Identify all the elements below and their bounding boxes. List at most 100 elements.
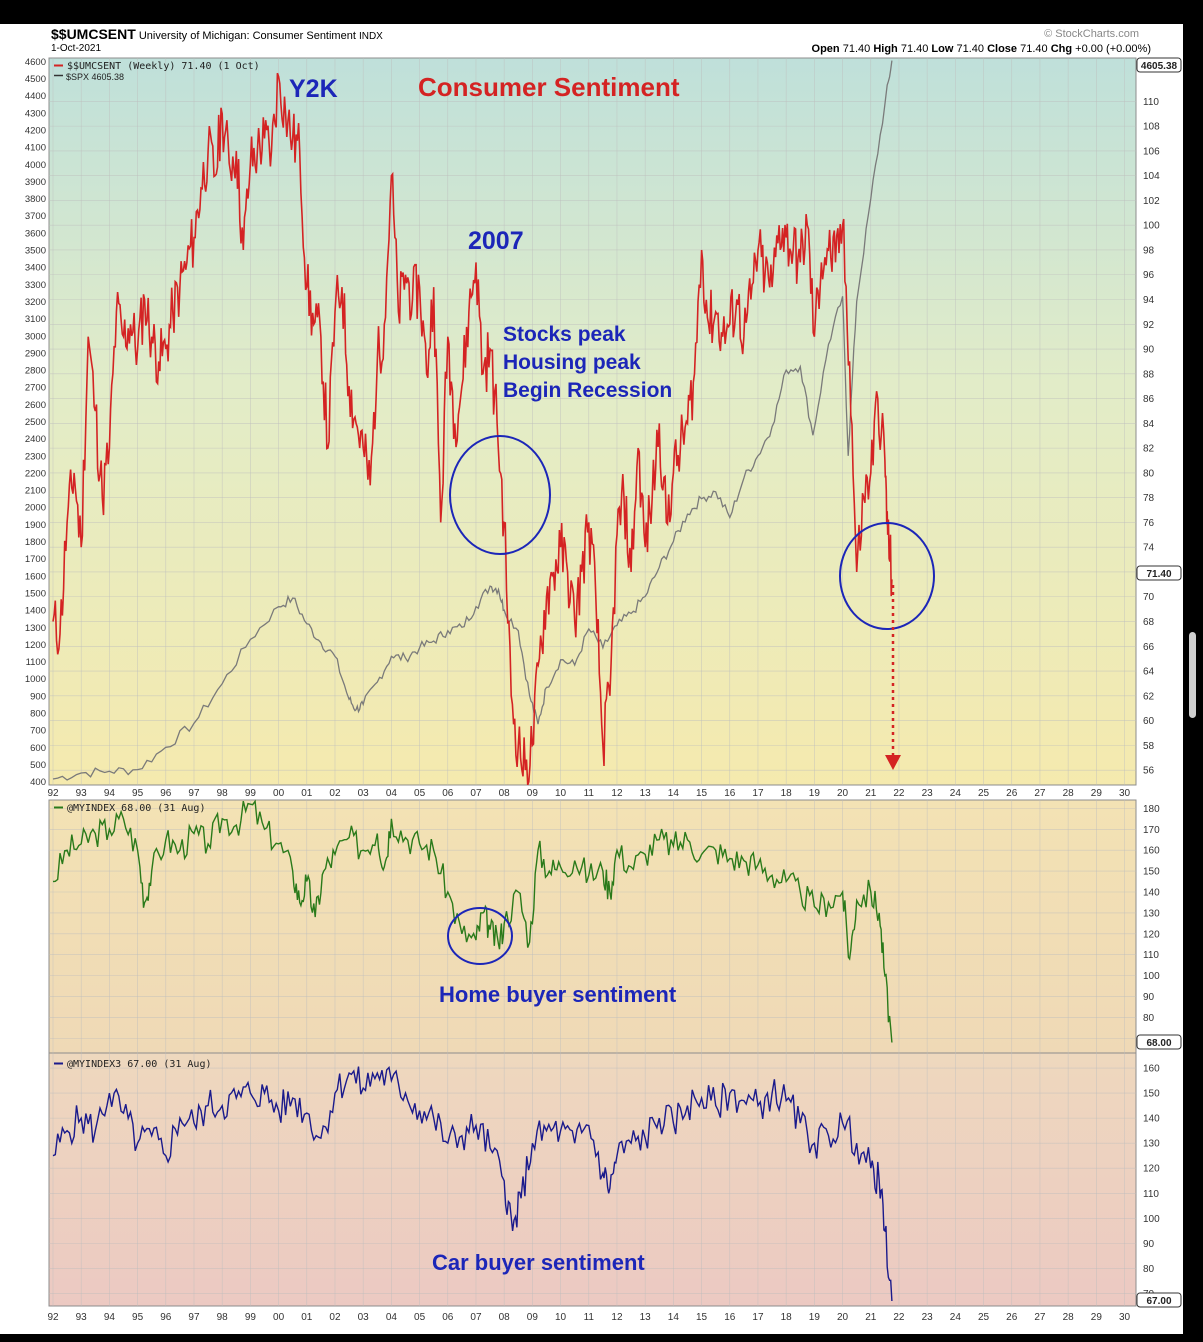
y-right-tick-label: 100	[1143, 221, 1160, 232]
y-left-tick-label: 1500	[25, 588, 46, 599]
x-tick-label-main: 11	[584, 788, 595, 799]
y-left-tick-label: 3900	[25, 177, 46, 188]
x-tick-label-main: 05	[414, 788, 426, 799]
y-left-tick-label: 3100	[25, 314, 46, 325]
y-right-tick-label: 80	[1143, 468, 1155, 479]
x-tick-label-bottom: 17	[752, 1312, 764, 1323]
y-right-tick-label: 66	[1143, 642, 1155, 653]
high-value: 71.40	[900, 43, 929, 55]
x-tick-label-bottom: 92	[47, 1312, 59, 1323]
x-tick-label-main: 24	[950, 788, 962, 799]
x-tick-label-bottom: 10	[555, 1312, 567, 1323]
x-tick-label-main: 08	[499, 788, 511, 799]
x-tick-label-bottom: 21	[865, 1312, 877, 1323]
x-tick-label-bottom: 19	[809, 1312, 821, 1323]
x-tick-label-bottom: 00	[273, 1312, 285, 1323]
y-left-tick-label: 1400	[25, 606, 46, 617]
home-y-tick-label: 90	[1143, 992, 1155, 1003]
home-y-tick-label: 120	[1143, 929, 1160, 940]
source-credit: © StockCharts.com	[1044, 28, 1139, 40]
y-right-tick-label: 60	[1143, 716, 1155, 727]
x-tick-label-bottom: 96	[160, 1312, 172, 1323]
x-tick-label-bottom: 20	[837, 1312, 849, 1323]
annotation-y2k: Y2K	[289, 75, 338, 103]
legends: $$UMCSENT (Weekly) 71.40 (1 Oct)$SPX 460…	[54, 61, 260, 1070]
y-left-tick-label: 4400	[25, 91, 46, 102]
y-left-tick-label: 3500	[25, 246, 46, 257]
x-tick-label-main: 09	[527, 788, 539, 799]
x-tick-label-bottom: 23	[922, 1312, 934, 1323]
circle-home-low	[447, 907, 513, 965]
tag-spx-text: 4605.38	[1141, 61, 1178, 72]
tag-sentiment-text: 71.40	[1146, 569, 1171, 580]
series-lines	[52, 60, 893, 1302]
x-tick-label-main: 17	[752, 788, 764, 799]
x-tick-label-main: 01	[301, 788, 313, 799]
y-left-tick-label: 1200	[25, 640, 46, 651]
x-tick-label-main: 10	[555, 788, 567, 799]
car-y-tick-label: 140	[1143, 1114, 1160, 1125]
tag-spx-box	[1136, 57, 1182, 73]
x-tick-label-main: 27	[1034, 788, 1046, 799]
x-tick-label-main: 22	[893, 788, 905, 799]
y-left-tick-label: 4100	[25, 143, 46, 154]
y-left-tick-label: 1900	[25, 520, 46, 531]
x-tick-label-bottom: 06	[442, 1312, 454, 1323]
y-left-tick-label: 2300	[25, 451, 46, 462]
tag-car-text: 67.00	[1146, 1296, 1171, 1307]
tag-car-box	[1136, 1292, 1182, 1308]
y-left-tick-label: 4600	[25, 57, 46, 68]
axes: 92 92 93 93 94 94 95 95 96 96 97 97 98 98 99 99 00 00 01 01…	[25, 57, 1160, 1323]
annotation-begin-recession: Begin Recession	[503, 379, 672, 402]
annotation-housing-peak: Housing peak	[503, 351, 641, 374]
y-right-tick-label: 86	[1143, 394, 1155, 405]
tag-sentiment-box	[1136, 565, 1182, 581]
grid	[49, 58, 1136, 1306]
y-right-tick-label: 106	[1143, 146, 1160, 157]
x-tick-label-bottom: 04	[386, 1312, 398, 1323]
chart-header-line1: $$UMCSENT University of Michigan: Consum…	[51, 26, 383, 42]
x-tick-label-bottom: 14	[668, 1312, 680, 1323]
x-tick-label-main: 28	[1063, 788, 1075, 799]
x-tick-label-main: 19	[809, 788, 821, 799]
y-left-tick-label: 2600	[25, 400, 46, 411]
car-y-tick-label: 100	[1143, 1214, 1160, 1225]
y-right-tick-label: 74	[1143, 543, 1155, 554]
main-panel	[48, 57, 1137, 786]
y-right-tick-label: 64	[1143, 667, 1155, 678]
x-tick-label-main: 15	[696, 788, 708, 799]
x-tick-label-main: 93	[76, 788, 88, 799]
x-tick-label-bottom: 01	[301, 1312, 313, 1323]
home-y-tick-label: 170	[1143, 825, 1160, 836]
x-tick-label-main: 97	[188, 788, 200, 799]
y-right-tick-label: 78	[1143, 493, 1155, 504]
x-tick-label-bottom: 22	[893, 1312, 905, 1323]
x-tick-label-bottom: 30	[1119, 1312, 1131, 1323]
x-tick-label-bottom: 97	[188, 1312, 200, 1323]
chart-date: 1-Oct-2021	[51, 43, 102, 54]
x-tick-label-bottom: 16	[724, 1312, 736, 1323]
y-left-tick-label: 400	[30, 777, 46, 788]
annotation-stocks-peak: Stocks peak	[503, 323, 626, 346]
annotation-title: Consumer Sentiment	[418, 72, 680, 102]
scrollbar-thumb[interactable]	[1189, 632, 1196, 718]
y-left-tick-label: 3700	[25, 211, 46, 222]
y-right-tick-label: 84	[1143, 419, 1155, 430]
x-tick-label-bottom: 15	[696, 1312, 708, 1323]
close-label: Close	[987, 43, 1018, 55]
home-y-tick-label: 150	[1143, 867, 1160, 878]
y-right-tick-label: 82	[1143, 444, 1155, 455]
x-tick-label-bottom: 99	[245, 1312, 257, 1323]
x-tick-label-bottom: 07	[470, 1312, 482, 1323]
x-tick-label-bottom: 02	[329, 1312, 341, 1323]
x-tick-label-bottom: 28	[1063, 1312, 1075, 1323]
y-left-tick-label: 2900	[25, 348, 46, 359]
y-left-tick-label: 1100	[26, 657, 46, 668]
y-right-tick-label: 88	[1143, 369, 1155, 380]
x-tick-label-main: 16	[724, 788, 736, 799]
x-tick-label-main: 14	[668, 788, 680, 799]
projection-arrow-head	[885, 755, 901, 770]
y-right-tick-label: 56	[1143, 766, 1155, 777]
